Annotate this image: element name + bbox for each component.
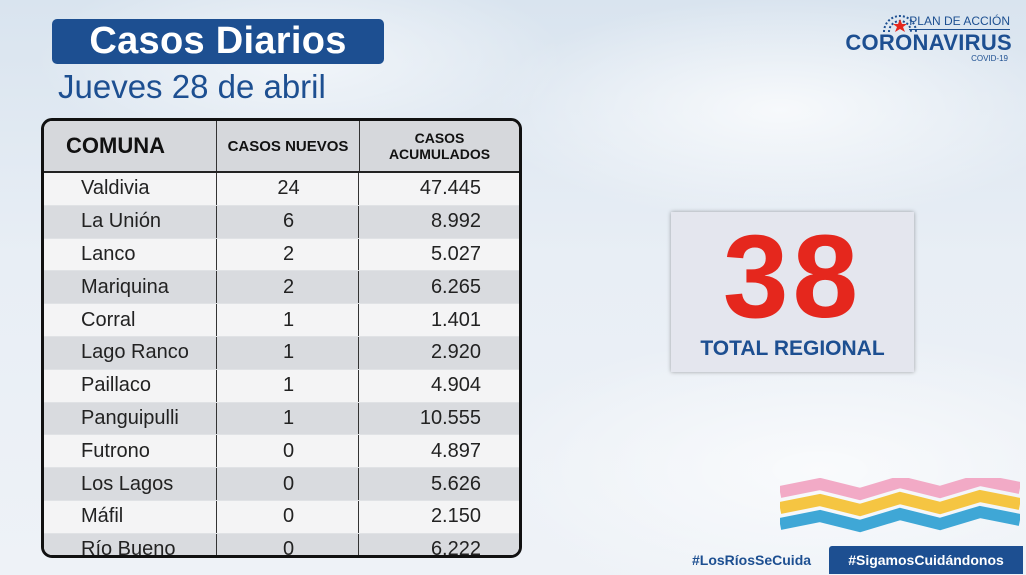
cases-table: COMUNA CASOS NUEVOS CASOS ACUMULADOS Val… bbox=[41, 118, 522, 558]
cell-acumulados: 47.445 bbox=[419, 177, 481, 200]
cell-nuevos: 2 bbox=[217, 271, 359, 304]
table-row: Valdivia 24 47.445 bbox=[44, 173, 519, 206]
header-casos-nuevos: CASOS NUEVOS bbox=[217, 121, 360, 171]
cell-nuevos: 24 bbox=[217, 173, 359, 205]
cell-comuna: Mariquina bbox=[44, 271, 217, 304]
table-row: Máfil 0 2.150 bbox=[44, 500, 519, 534]
cell-comuna: Máfil bbox=[44, 500, 217, 533]
cell-comuna: Lanco bbox=[44, 238, 217, 271]
cell-acumulados: 5.626 bbox=[430, 472, 481, 495]
cell-comuna: Panguipulli bbox=[44, 402, 217, 435]
table-row: Los Lagos 0 5.626 bbox=[44, 468, 519, 501]
cell-acumulados: 6.265 bbox=[430, 275, 481, 298]
table-row: La Unión 6 8.992 bbox=[44, 205, 519, 239]
table-row: Corral 1 1.401 bbox=[44, 304, 519, 337]
table-header: COMUNA CASOS NUEVOS CASOS ACUMULADOS bbox=[44, 121, 519, 173]
cell-nuevos: 0 bbox=[217, 435, 359, 468]
cell-nuevos: 1 bbox=[217, 336, 359, 369]
cell-comuna: La Unión bbox=[44, 205, 217, 238]
cell-acumulados: 1.401 bbox=[430, 308, 481, 331]
logo-main-label: CORONAVIRUS bbox=[845, 30, 1012, 55]
hashtag-sigamos: #SigamosCuidándonos bbox=[829, 546, 1023, 574]
cell-acumulados: 6.222 bbox=[430, 538, 481, 558]
date-subtitle: Jueves 28 de abril bbox=[58, 68, 326, 105]
cell-nuevos: 1 bbox=[217, 402, 359, 435]
table-row: Río Bueno 0 6.222 bbox=[44, 533, 519, 558]
cell-comuna: Futrono bbox=[44, 435, 217, 468]
table-row: Panguipulli 1 10.555 bbox=[44, 402, 519, 436]
header-casos-acumulados-line2: ACUMULADOS bbox=[388, 146, 491, 162]
cell-acumulados: 2.150 bbox=[430, 505, 481, 528]
table-row: Lanco 2 5.027 bbox=[44, 238, 519, 272]
total-regional-label: TOTAL REGIONAL bbox=[700, 337, 885, 360]
cell-comuna: Valdivia bbox=[44, 173, 217, 205]
cell-nuevos: 2 bbox=[217, 238, 359, 271]
logo-sub-label: COVID-19 bbox=[971, 54, 1008, 63]
cell-nuevos: 1 bbox=[217, 304, 359, 336]
coronavirus-plan-logo: PLAN DE ACCIÓN CORONAVIRUS COVID-19 bbox=[832, 10, 1012, 70]
total-regional-value: 38 bbox=[722, 211, 863, 343]
cell-nuevos: 0 bbox=[217, 533, 359, 555]
table-row: Paillaco 1 4.904 bbox=[44, 369, 519, 403]
logo-plan-label: PLAN DE ACCIÓN bbox=[909, 14, 1010, 30]
cell-comuna: Corral bbox=[44, 304, 217, 336]
page-title: Casos Diarios bbox=[52, 19, 384, 64]
total-regional-card: 38 TOTAL REGIONAL bbox=[671, 212, 914, 372]
cell-comuna: Lago Ranco bbox=[44, 336, 217, 369]
table-row: Lago Ranco 1 2.920 bbox=[44, 336, 519, 370]
header-casos-acumulados-line1: CASOS bbox=[414, 130, 465, 146]
cell-nuevos: 6 bbox=[217, 205, 359, 238]
table-body: Valdivia 24 47.445 La Unión 6 8.992 Lanco 2 5.… bbox=[44, 173, 519, 558]
cell-nuevos: 1 bbox=[217, 369, 359, 402]
cell-acumulados: 2.920 bbox=[430, 341, 481, 364]
government-star-arc-icon bbox=[883, 15, 917, 33]
cell-comuna: Los Lagos bbox=[44, 468, 217, 500]
cell-nuevos: 0 bbox=[217, 500, 359, 533]
cell-acumulados: 10.555 bbox=[419, 406, 481, 429]
cell-comuna: Paillaco bbox=[44, 369, 217, 402]
cell-acumulados: 5.027 bbox=[430, 242, 481, 265]
table-row: Mariquina 2 6.265 bbox=[44, 271, 519, 305]
rainbow-wave-decoration bbox=[780, 478, 1020, 533]
cell-acumulados: 4.904 bbox=[430, 374, 481, 397]
header-casos-acumulados: CASOS ACUMULADOS bbox=[360, 121, 519, 171]
cell-acumulados: 8.992 bbox=[430, 210, 481, 233]
cell-comuna: Río Bueno bbox=[44, 533, 217, 555]
cell-acumulados: 4.897 bbox=[430, 439, 481, 462]
header-comuna: COMUNA bbox=[44, 121, 217, 171]
cell-nuevos: 0 bbox=[217, 468, 359, 500]
hashtag-los-rios: #LosRíosSeCuida bbox=[692, 552, 812, 568]
table-row: Futrono 0 4.897 bbox=[44, 435, 519, 469]
